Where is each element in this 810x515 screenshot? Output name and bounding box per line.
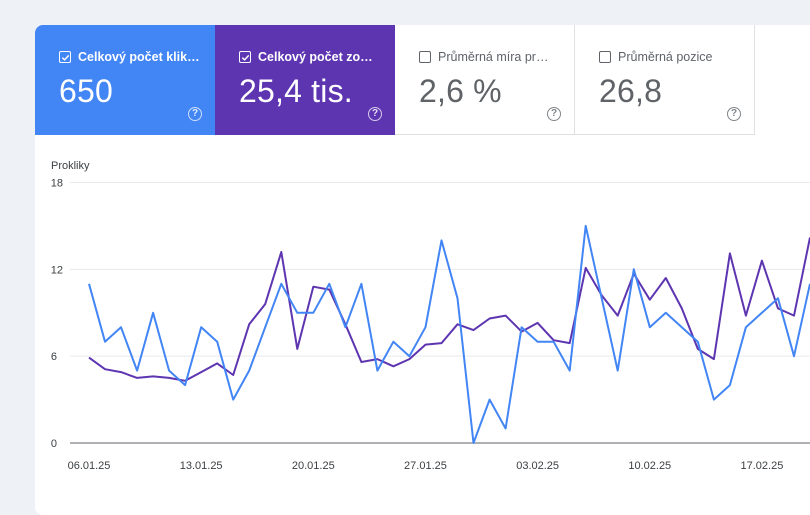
help-circle-icon[interactable]: ?: [188, 107, 202, 121]
clicks-line-chart: Prokliky 0 6 12 18 06.01.25 13.01.25 20.01.25…: [51, 160, 810, 472]
y-axis-label: Prokliky: [51, 160, 90, 172]
checkbox-unchecked-icon[interactable]: [599, 51, 611, 63]
x-axis-ticks: 06.01.25 13.01.25 20.01.25 27.01.25 03.02.25…: [68, 460, 784, 472]
metric-value-position: 26,8: [599, 73, 663, 109]
metric-label-impressions: Celkový počet zo…: [258, 50, 373, 64]
x-tick-label: 17.02.25: [741, 460, 784, 472]
y-axis-ticks: 0 6 12 18: [51, 178, 63, 451]
metric-tile-impressions[interactable]: Celkový počet zo… 25,4 tis. ?: [215, 25, 395, 135]
chart-series: [88, 224, 810, 444]
x-tick-label: 27.01.25: [404, 460, 447, 472]
help-circle-icon[interactable]: ?: [368, 107, 382, 121]
metric-label-ctr: Průměrná míra pr…: [438, 50, 549, 64]
metric-header-impressions: Celkový počet zo…: [239, 50, 373, 64]
checkbox-checked-icon[interactable]: [239, 51, 251, 63]
chart-grid: [70, 182, 810, 444]
metric-value-clicks: 650: [59, 73, 113, 109]
metric-header-ctr: Průměrná míra pr…: [419, 50, 548, 64]
y-tick-label: 6: [51, 351, 57, 363]
metric-label-position: Průměrná pozice: [618, 50, 713, 64]
x-tick-label: 03.02.25: [516, 460, 559, 472]
metric-header-clicks: Celkový počet klik…: [59, 50, 200, 64]
series-line-impressions: [88, 237, 810, 382]
help-circle-icon[interactable]: ?: [547, 107, 561, 121]
y-tick-label: 12: [51, 264, 63, 276]
metric-header-position: Průměrná pozice: [599, 50, 713, 64]
metric-tile-position[interactable]: Průměrná pozice 26,8 ?: [575, 25, 755, 135]
x-tick-label: 20.01.25: [292, 460, 335, 472]
metric-value-ctr: 2,6 %: [419, 73, 502, 109]
x-tick-label: 10.02.25: [628, 460, 671, 472]
help-circle-icon[interactable]: ?: [727, 107, 741, 121]
metric-tile-ctr[interactable]: Průměrná míra pr… 2,6 % ?: [395, 25, 575, 135]
metric-tile-clicks[interactable]: Celkový počet klik… 650 ?: [35, 25, 215, 135]
metric-label-clicks: Celkový počet klik…: [78, 50, 200, 64]
metric-tiles: Celkový počet klik… 650 ? Celkový počet …: [35, 25, 755, 135]
series-line-clicks: [88, 224, 810, 444]
metric-value-impressions: 25,4 tis.: [239, 73, 353, 109]
y-tick-label: 18: [51, 178, 63, 190]
performance-card: Celkový počet klik… 650 ? Celkový počet …: [35, 25, 810, 515]
x-tick-label: 13.01.25: [180, 460, 223, 472]
checkbox-checked-icon[interactable]: [59, 51, 71, 63]
x-tick-label: 06.01.25: [68, 460, 111, 472]
y-tick-label: 0: [51, 438, 57, 450]
checkbox-unchecked-icon[interactable]: [419, 51, 431, 63]
